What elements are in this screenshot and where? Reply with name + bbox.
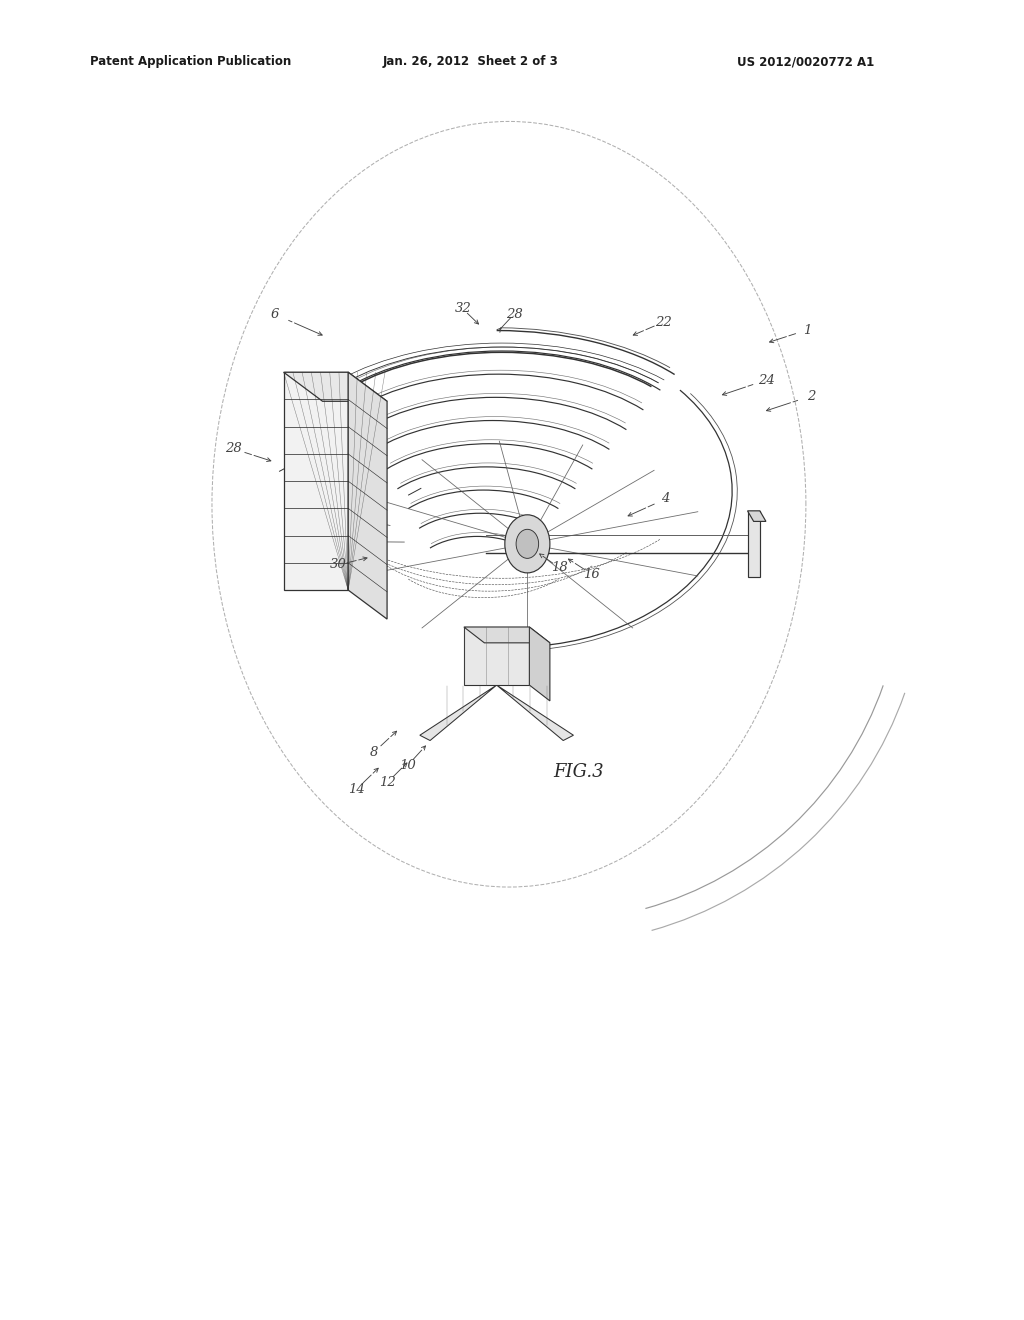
Text: 18: 18 [551,561,567,574]
Text: 14: 14 [348,783,365,796]
Text: 2: 2 [807,389,815,403]
Polygon shape [284,372,387,401]
Polygon shape [420,685,497,741]
Polygon shape [348,372,387,619]
Text: 30: 30 [330,558,346,572]
Polygon shape [464,627,529,685]
Polygon shape [529,627,550,701]
Polygon shape [748,511,766,521]
Text: 6: 6 [270,308,279,321]
Polygon shape [497,685,573,741]
Text: 8: 8 [370,746,378,759]
Circle shape [516,529,539,558]
Polygon shape [284,372,348,590]
Text: 12: 12 [379,776,395,789]
Text: Jan. 26, 2012  Sheet 2 of 3: Jan. 26, 2012 Sheet 2 of 3 [383,55,559,69]
Circle shape [505,515,550,573]
Text: 24: 24 [758,374,774,387]
Text: 16: 16 [584,568,600,581]
Text: 32: 32 [455,302,471,315]
Text: 28: 28 [506,308,522,321]
Text: 10: 10 [399,759,416,772]
Text: 4: 4 [662,492,670,506]
Polygon shape [464,627,550,643]
Text: FIG.3: FIG.3 [553,763,604,781]
Text: 22: 22 [655,315,672,329]
Text: 28: 28 [225,442,242,455]
Polygon shape [748,511,760,577]
Text: Patent Application Publication: Patent Application Publication [90,55,292,69]
Text: US 2012/0020772 A1: US 2012/0020772 A1 [737,55,874,69]
Text: 1: 1 [803,323,811,337]
